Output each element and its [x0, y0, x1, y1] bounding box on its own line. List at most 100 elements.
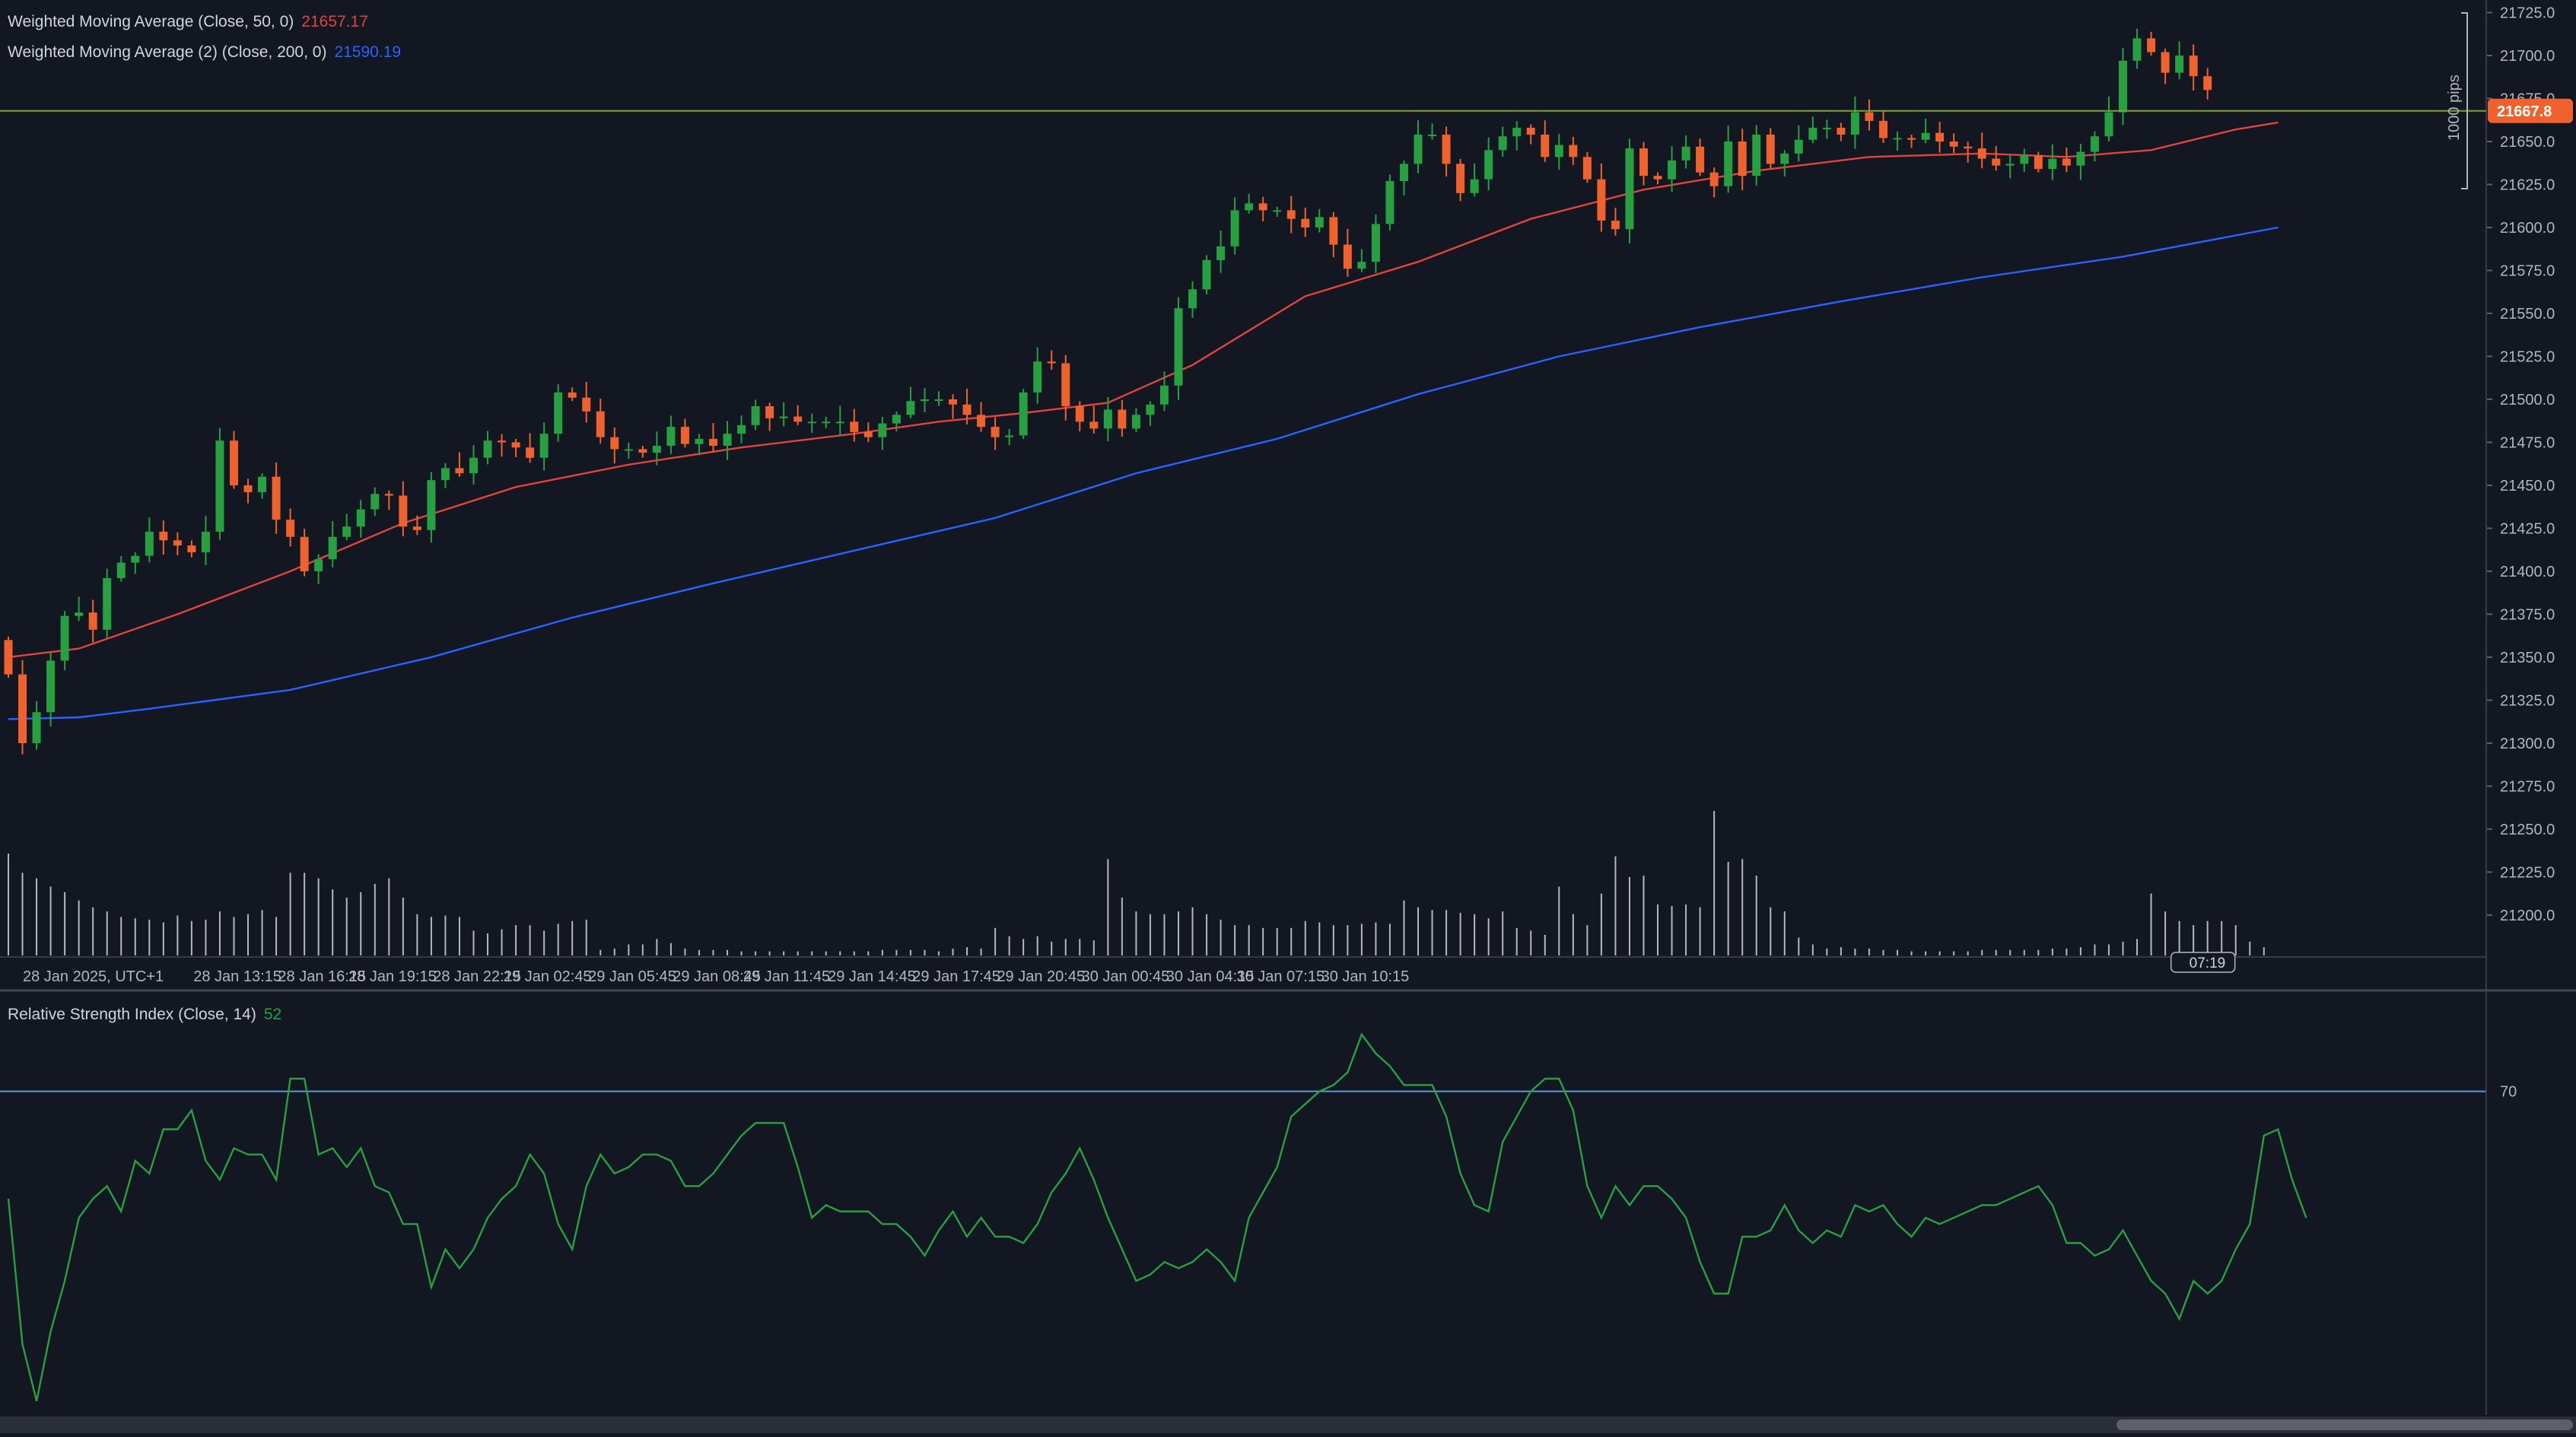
candle-body[interactable]: [1526, 127, 1535, 135]
candle-body[interactable]: [75, 612, 84, 616]
candle-body[interactable]: [173, 540, 182, 546]
candle-body[interactable]: [962, 404, 972, 415]
candle-body[interactable]: [1935, 132, 1945, 141]
candle-body[interactable]: [1047, 361, 1056, 364]
candle-body[interactable]: [1470, 179, 1479, 193]
candle-body[interactable]: [187, 545, 196, 553]
horizontal-scrollbar[interactable]: [0, 1416, 2576, 1433]
candle-body[interactable]: [1808, 127, 1818, 140]
candle-body[interactable]: [1582, 157, 1592, 180]
candle-body[interactable]: [1498, 136, 1507, 151]
candle-body[interactable]: [116, 562, 126, 578]
candle-body[interactable]: [469, 457, 478, 474]
candle-body[interactable]: [1385, 180, 1395, 224]
candle-body[interactable]: [2119, 60, 2127, 113]
candle-body[interactable]: [779, 416, 788, 418]
candle-body[interactable]: [920, 399, 929, 402]
candle-body[interactable]: [455, 468, 464, 474]
candle-body[interactable]: [1724, 141, 1733, 186]
candle-body[interactable]: [1343, 244, 1352, 269]
candle-body[interactable]: [1301, 218, 1310, 227]
candle-body[interactable]: [2048, 158, 2057, 170]
candle-body[interactable]: [1794, 139, 1803, 154]
candle-body[interactable]: [1146, 404, 1155, 415]
candle-body[interactable]: [737, 424, 746, 434]
candle-body[interactable]: [610, 437, 619, 450]
candle-body[interactable]: [624, 449, 633, 451]
candle-body[interactable]: [286, 520, 295, 537]
candle-body[interactable]: [1118, 409, 1127, 429]
candle-body[interactable]: [568, 392, 577, 398]
candle-body[interactable]: [511, 442, 520, 448]
candle-body[interactable]: [1245, 203, 1254, 211]
candle-body[interactable]: [949, 399, 958, 405]
candle-body[interactable]: [2189, 56, 2198, 77]
candle-body[interactable]: [384, 494, 393, 496]
candle-body[interactable]: [1964, 146, 1973, 149]
candle-body[interactable]: [229, 440, 238, 485]
rsi-line[interactable]: [7, 1032, 2307, 1401]
candle-body[interactable]: [1709, 172, 1719, 186]
candle-body[interactable]: [1019, 392, 1028, 436]
wma50-legend[interactable]: Weighted Moving Average (Close, 50, 0) 21…: [8, 13, 368, 31]
candle-body[interactable]: [554, 392, 563, 434]
candle-body[interactable]: [412, 526, 421, 530]
candle-body[interactable]: [2132, 38, 2142, 61]
candle-body[interactable]: [131, 555, 140, 563]
candle-body[interactable]: [32, 712, 41, 743]
candle-body[interactable]: [2062, 158, 2071, 166]
candle-body[interactable]: [2034, 155, 2043, 170]
candle-body[interactable]: [356, 509, 365, 527]
candle-body[interactable]: [1357, 262, 1366, 269]
candle-body[interactable]: [1103, 409, 1112, 429]
candle-body[interactable]: [342, 526, 351, 537]
candle-body[interactable]: [1371, 224, 1380, 262]
candle-body[interactable]: [1977, 148, 1986, 159]
candle-body[interactable]: [1949, 141, 1958, 147]
candle-body[interactable]: [863, 431, 873, 437]
candle-body[interactable]: [892, 415, 901, 424]
candle-body[interactable]: [723, 434, 732, 446]
candle-body[interactable]: [652, 445, 661, 453]
candle-body[interactable]: [850, 421, 859, 432]
candle-body[interactable]: [1780, 153, 1789, 164]
candle-body[interactable]: [103, 577, 112, 630]
candle-body[interactable]: [215, 440, 224, 532]
candle-body[interactable]: [1625, 148, 1634, 230]
candlesticks[interactable]: [4, 28, 2212, 755]
candle-body[interactable]: [440, 468, 450, 481]
candle-body[interactable]: [765, 406, 774, 418]
candle-body[interactable]: [2020, 155, 2029, 164]
candle-body[interactable]: [1668, 160, 1677, 180]
candle-body[interactable]: [314, 559, 323, 571]
candle-body[interactable]: [1089, 421, 1099, 429]
candle-body[interactable]: [1865, 112, 1874, 121]
candle-body[interactable]: [328, 536, 337, 560]
candle-body[interactable]: [1752, 134, 1761, 176]
candle-body[interactable]: [1230, 210, 1239, 246]
candle-body[interactable]: [1484, 150, 1493, 180]
candle-body[interactable]: [2203, 76, 2212, 91]
candle-body[interactable]: [1202, 259, 1211, 290]
candle-body[interactable]: [539, 434, 549, 458]
candle-body[interactable]: [498, 440, 507, 443]
candle-body[interactable]: [88, 612, 97, 630]
candle-body[interactable]: [2076, 151, 2085, 166]
candle-body[interactable]: [18, 674, 27, 743]
candle-body[interactable]: [1414, 134, 1423, 164]
candle-body[interactable]: [1159, 385, 1169, 405]
wma200-legend[interactable]: Weighted Moving Average (2) (Close, 200,…: [8, 43, 401, 62]
candle-body[interactable]: [1131, 415, 1140, 429]
candle-body[interactable]: [1907, 138, 1916, 140]
candle-body[interactable]: [1456, 164, 1465, 193]
candle-body[interactable]: [1329, 217, 1338, 245]
candle-body[interactable]: [977, 415, 986, 428]
candle-body[interactable]: [1273, 210, 1282, 212]
candle-body[interactable]: [370, 494, 380, 510]
candle-body[interactable]: [906, 401, 915, 415]
candle-body[interactable]: [483, 440, 492, 458]
candle-body[interactable]: [666, 427, 676, 446]
candle-body[interactable]: [1541, 134, 1550, 157]
candle-body[interactable]: [751, 406, 760, 425]
